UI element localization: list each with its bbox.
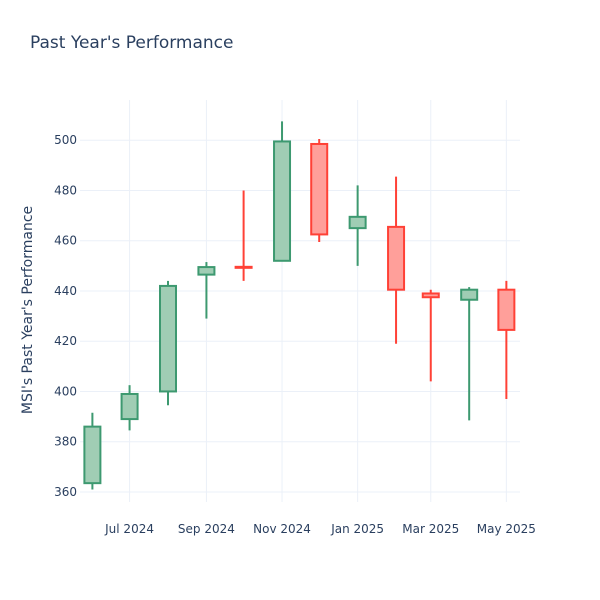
- candle-body: [159, 284, 177, 393]
- candle-decreasing[interactable]: [387, 176, 406, 344]
- candle-increasing[interactable]: [83, 412, 102, 490]
- candle-body: [234, 265, 253, 269]
- candle-body: [460, 288, 479, 301]
- candle-body: [421, 292, 440, 299]
- candle-body: [310, 142, 329, 236]
- candle-increasing[interactable]: [197, 262, 216, 319]
- candle-decreasing[interactable]: [421, 289, 440, 382]
- x-tick-label: Nov 2024: [253, 522, 311, 536]
- x-tick-label: May 2025: [477, 522, 536, 536]
- candle-body: [120, 392, 139, 421]
- y-tick-label: 460: [54, 234, 77, 248]
- candle-decreasing[interactable]: [310, 138, 329, 242]
- candle-body: [348, 215, 367, 230]
- y-axis-label: MSI's Past Year's Performance: [20, 206, 36, 414]
- candle-body: [197, 266, 216, 276]
- candles: [83, 121, 516, 490]
- candle-increasing[interactable]: [348, 185, 367, 266]
- candle-body: [273, 140, 292, 262]
- candle-decreasing[interactable]: [497, 280, 516, 399]
- x-tick-label: Sep 2024: [178, 522, 235, 536]
- candle-body: [497, 288, 516, 331]
- candle-increasing[interactable]: [159, 280, 177, 406]
- candle-increasing[interactable]: [460, 287, 479, 421]
- candle-body: [387, 225, 406, 291]
- candle-increasing[interactable]: [273, 121, 292, 262]
- y-tick-label: 480: [54, 183, 77, 197]
- y-tick-label: 440: [54, 284, 77, 298]
- y-tick-label: 500: [54, 133, 77, 147]
- x-tick-label: Mar 2025: [402, 522, 459, 536]
- y-tick-label: 400: [54, 384, 77, 398]
- grid: [80, 100, 520, 502]
- y-tick-label: 360: [54, 485, 77, 499]
- candle-decreasing[interactable]: [234, 190, 253, 281]
- candle-body: [83, 425, 102, 485]
- y-tick-label: 420: [54, 334, 77, 348]
- x-tick-label: Jul 2024: [104, 522, 154, 536]
- chart-title: Past Year's Performance: [30, 33, 234, 53]
- x-tick-label: Jan 2025: [330, 522, 384, 536]
- y-tick-label: 380: [54, 435, 77, 449]
- candle-increasing[interactable]: [120, 385, 139, 431]
- axes: 360 380 400 420 440 460 480 500 Jul 2024 Sep 2024…: [54, 133, 536, 536]
